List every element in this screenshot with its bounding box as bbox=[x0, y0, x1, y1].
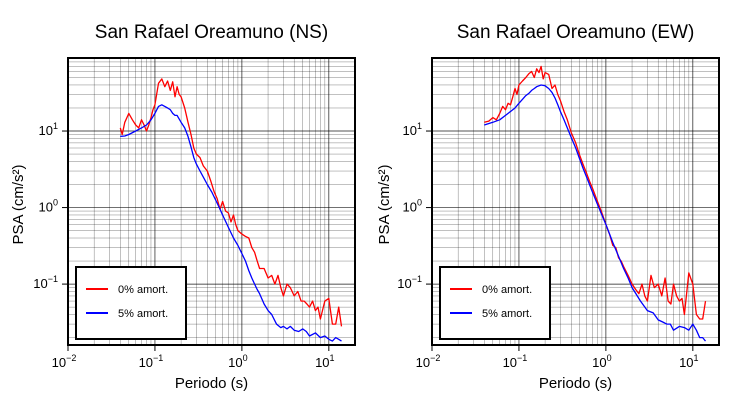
x-tick-label: 100 bbox=[228, 353, 247, 370]
y-tick-exponent: 1 bbox=[417, 121, 422, 131]
y-tick-label: 100 bbox=[403, 198, 422, 215]
chart-title: San Rafael Oreamuno (NS) bbox=[95, 22, 328, 43]
x-tick-exponent: 1 bbox=[330, 353, 335, 363]
y-tick-base: 10 bbox=[403, 123, 417, 138]
x-tick-label: 100 bbox=[592, 353, 611, 370]
y-tick-base: 10 bbox=[397, 276, 411, 291]
x-axis-label: Periodo (s) bbox=[175, 375, 248, 392]
y-tick-label: 101 bbox=[39, 121, 58, 138]
y-tick-label: 100 bbox=[39, 198, 58, 215]
series-line-damped bbox=[120, 104, 342, 342]
x-tick-base: 10 bbox=[52, 355, 66, 370]
x-tick-base: 10 bbox=[416, 355, 430, 370]
legend: 0% amort. 5% amort. bbox=[439, 266, 551, 340]
legend-box bbox=[75, 266, 187, 340]
series-line-undamped bbox=[119, 78, 343, 327]
y-tick-base: 10 bbox=[39, 123, 53, 138]
plot-frame bbox=[67, 57, 356, 346]
y-axis-label: PSA (cm/s²) bbox=[376, 164, 393, 244]
series-line-damped bbox=[484, 84, 707, 342]
y-tick-base: 10 bbox=[403, 200, 417, 215]
series-line-undamped bbox=[484, 65, 707, 320]
y-tick-base: 10 bbox=[33, 276, 47, 291]
y-axis-label: PSA (cm/s²) bbox=[10, 164, 27, 244]
x-tick-base: 10 bbox=[139, 355, 153, 370]
x-tick-exponent: −1 bbox=[153, 353, 163, 363]
y-tick-exponent: 1 bbox=[53, 121, 58, 131]
x-tick-base: 10 bbox=[679, 355, 693, 370]
y-tick-label: 101 bbox=[403, 121, 422, 138]
legend-label: 5% amort. bbox=[482, 308, 532, 320]
y-tick-exponent: −1 bbox=[412, 274, 422, 284]
x-tick-exponent: 0 bbox=[243, 353, 248, 363]
legend-box bbox=[439, 266, 551, 340]
legend-label: 0% amort. bbox=[482, 284, 532, 296]
x-tick-label: 10−2 bbox=[52, 353, 77, 370]
x-tick-exponent: 0 bbox=[607, 353, 612, 363]
x-tick-exponent: −2 bbox=[430, 353, 440, 363]
x-tick-base: 10 bbox=[592, 355, 606, 370]
x-tick-label: 10−1 bbox=[139, 353, 164, 370]
y-tick-label: 10−1 bbox=[33, 274, 58, 291]
x-tick-label: 101 bbox=[679, 353, 698, 370]
x-tick-label: 101 bbox=[315, 353, 334, 370]
y-tick-exponent: 0 bbox=[53, 198, 58, 208]
y-tick-label: 10−1 bbox=[397, 274, 422, 291]
y-tick-exponent: 0 bbox=[417, 198, 422, 208]
x-tick-base: 10 bbox=[315, 355, 329, 370]
x-tick-base: 10 bbox=[228, 355, 242, 370]
x-tick-exponent: 1 bbox=[694, 353, 699, 363]
x-axis-label: Periodo (s) bbox=[539, 375, 612, 392]
plot-frame bbox=[431, 57, 720, 346]
x-tick-label: 10−2 bbox=[416, 353, 441, 370]
legend-label: 0% amort. bbox=[118, 284, 168, 296]
chart-title: San Rafael Oreamuno (EW) bbox=[457, 22, 695, 43]
x-tick-exponent: −2 bbox=[66, 353, 76, 363]
x-tick-exponent: −1 bbox=[517, 353, 527, 363]
x-tick-label: 10−1 bbox=[503, 353, 528, 370]
legend: 0% amort. 5% amort. bbox=[75, 266, 187, 340]
y-tick-exponent: −1 bbox=[48, 274, 58, 284]
y-tick-base: 10 bbox=[39, 200, 53, 215]
x-tick-base: 10 bbox=[503, 355, 517, 370]
legend-label: 5% amort. bbox=[118, 308, 168, 320]
